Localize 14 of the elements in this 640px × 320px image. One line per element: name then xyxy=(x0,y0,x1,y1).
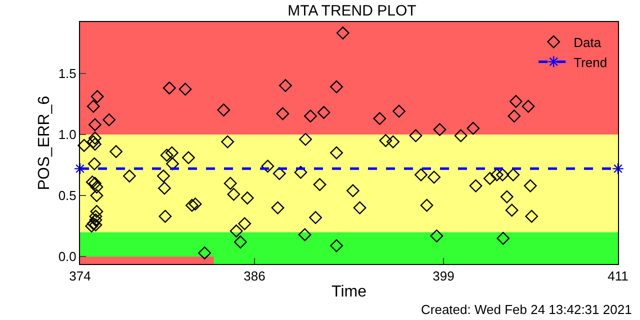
x-tick-label: 374 xyxy=(69,268,91,284)
text: Created: Wed Feb 24 13:42:31 2021 xyxy=(421,302,632,317)
y-tick-label: 1.0 xyxy=(58,126,76,142)
x-axis-title: Time xyxy=(332,283,367,300)
y-tick-label: 0.5 xyxy=(58,188,76,204)
legend-label: Data xyxy=(574,34,602,50)
legend-label: Trend xyxy=(574,54,608,70)
x-tick-label: 386 xyxy=(244,268,266,284)
x-tick-label: 399 xyxy=(432,268,454,284)
y-axis-title: POS_ERR_6 xyxy=(36,96,54,190)
y-tick-label: 1.5 xyxy=(58,66,76,81)
x-tick-label: 411 xyxy=(608,268,628,284)
chart-title: MTA TREND PLOT xyxy=(288,2,416,20)
y-tick-label: 0.0 xyxy=(58,249,76,264)
